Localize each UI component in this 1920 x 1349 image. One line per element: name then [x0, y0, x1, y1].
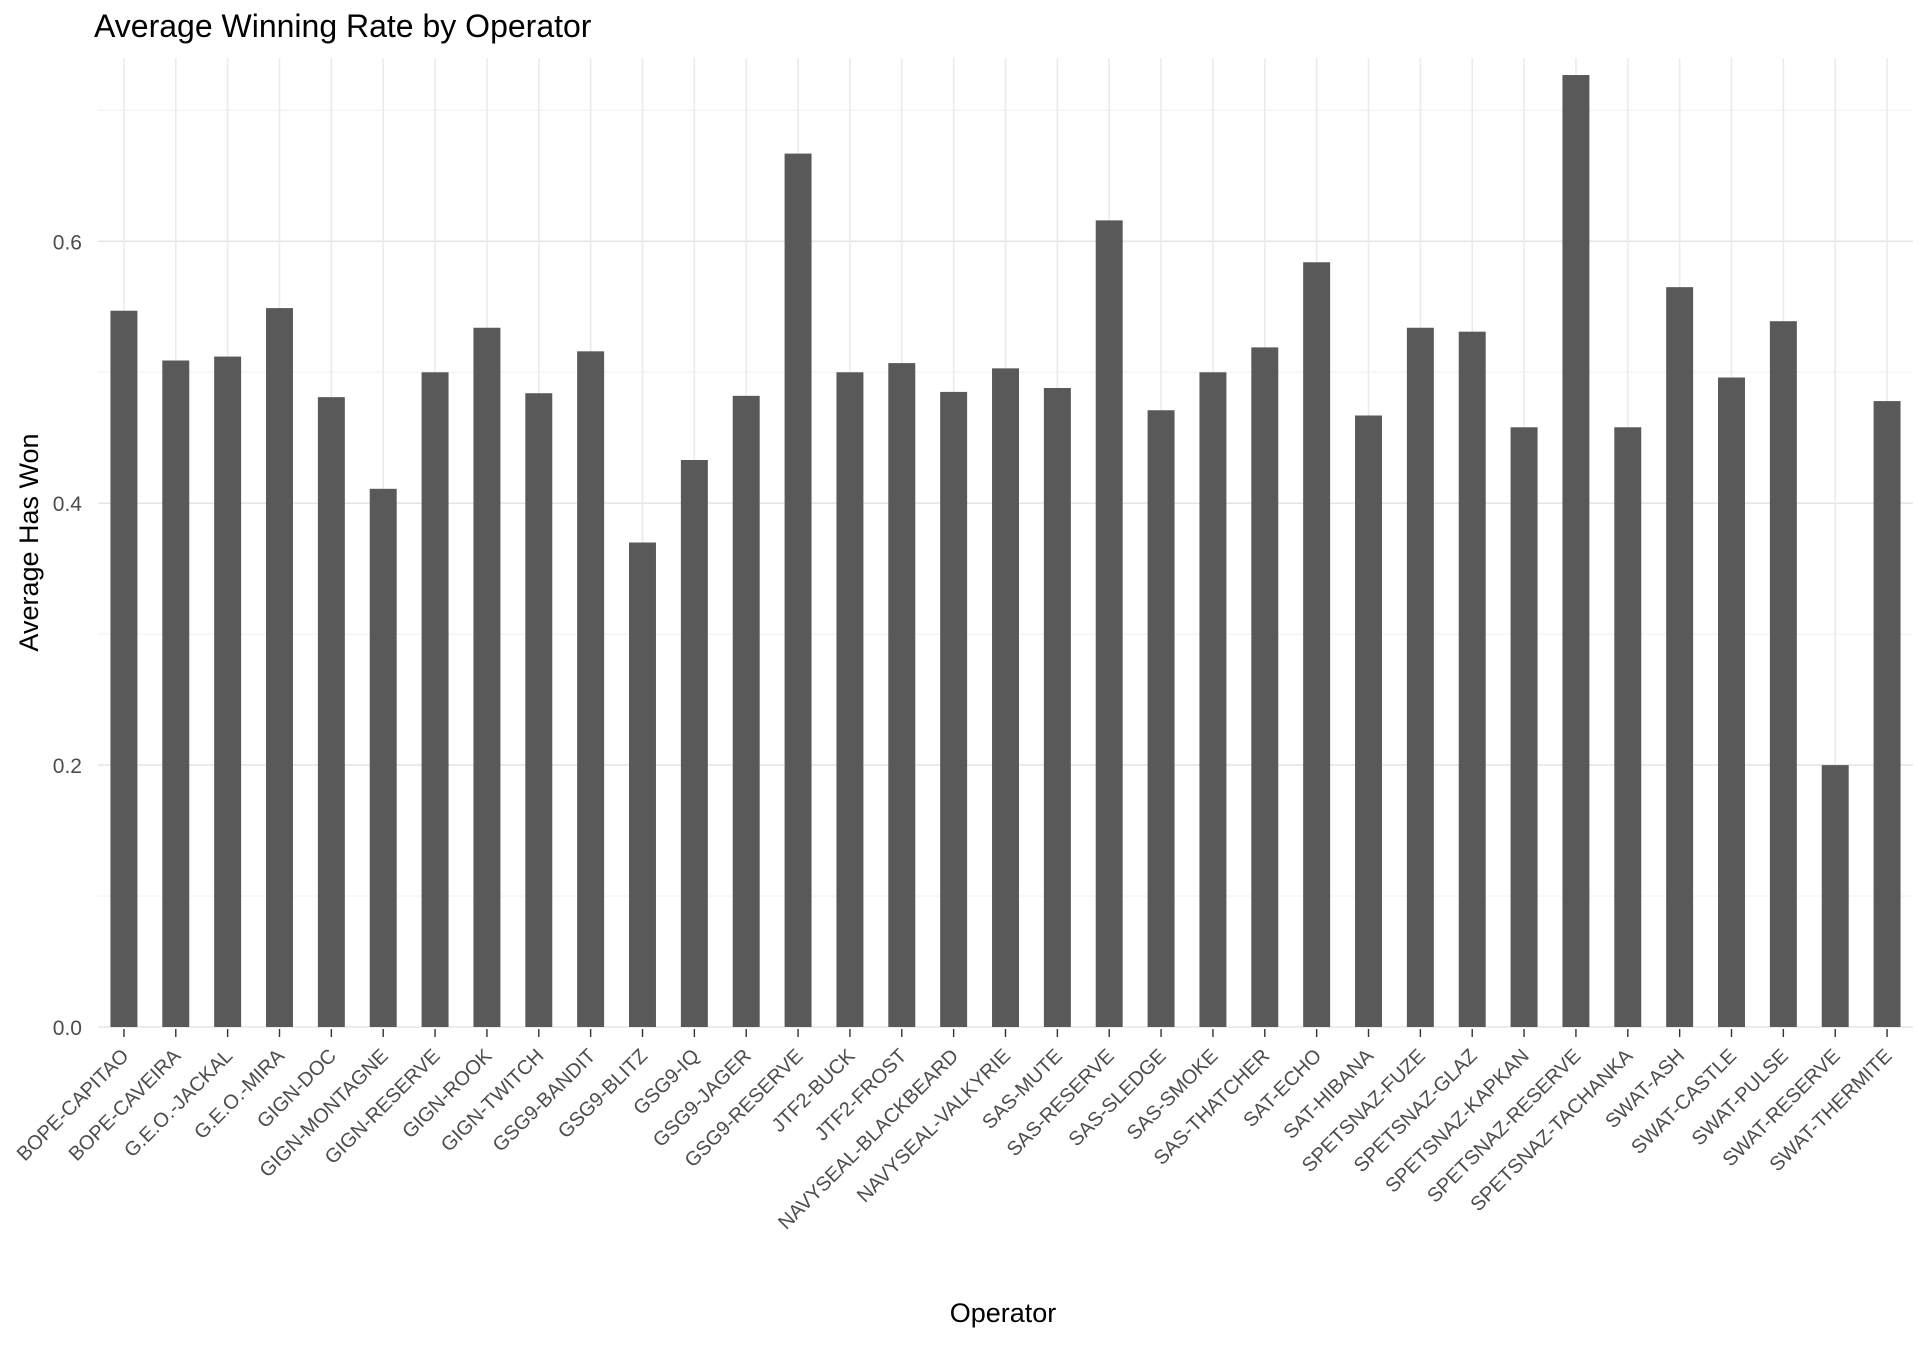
bar-sas-mute [1043, 387, 1071, 1028]
bar-bope-capitao [110, 310, 138, 1027]
bar-gign-rook [473, 327, 501, 1027]
bar-navyseal-blackbeard [940, 391, 968, 1027]
x-tick-label: G.E.O.-MIRA [190, 1045, 289, 1144]
chart-title: Average Winning Rate by Operator [94, 8, 592, 44]
bar-spetsnaz-fuze [1406, 327, 1434, 1027]
x-tick-label: SAS-SMOKE [1123, 1045, 1223, 1145]
bar-gsg9-jager [732, 395, 760, 1027]
bar-sas-thatcher [1251, 347, 1279, 1028]
bar-swat-pulse [1769, 321, 1797, 1027]
bar-swat-reserve [1821, 765, 1849, 1027]
bar-gsg9-iq [680, 460, 708, 1028]
bar-spetsnaz-tachanka [1614, 427, 1642, 1027]
bar-gsg9-bandit [577, 351, 605, 1027]
x-tick-label: GIGN-ROOK [398, 1045, 497, 1144]
x-axis-title: Operator [949, 1298, 1057, 1328]
bar-swat-thermite [1873, 401, 1901, 1027]
bar-gign-reserve [421, 372, 449, 1027]
y-tick-label: 0.2 [53, 755, 82, 778]
bar-sas-smoke [1199, 372, 1227, 1027]
bar-jtf2-frost [888, 363, 916, 1027]
bar-gign-doc [317, 397, 345, 1027]
bar-spetsnaz-kapkan [1510, 427, 1538, 1027]
bar-bope-caveira [162, 360, 190, 1028]
y-tick-label: 0.4 [53, 493, 83, 516]
x-tick-label: SAT-HIBANA [1279, 1045, 1378, 1144]
bar-sas-sledge [1147, 410, 1175, 1027]
bar-swat-ash [1666, 287, 1694, 1027]
bar-gign-twitch [525, 393, 553, 1027]
bar-spetsnaz-glaz [1458, 331, 1486, 1028]
bar-g.e.o.-mira [266, 308, 293, 1027]
y-axis-title: Average Has Won [14, 433, 44, 651]
bar-spetsnaz-reserve [1562, 75, 1590, 1028]
bar-g.e.o.-jackal [214, 356, 242, 1027]
bar-gsg9-reserve [784, 153, 812, 1027]
bar-sat-echo [1303, 262, 1331, 1028]
y-tick-label: 0.6 [53, 231, 82, 254]
bar-gsg9-blitz [629, 542, 656, 1027]
bar-sat-hibana [1355, 415, 1382, 1027]
bar-sas-reserve [1095, 220, 1123, 1027]
bar-swat-castle [1718, 377, 1745, 1027]
y-tick-label: 0.0 [53, 1017, 82, 1040]
bar-gign-montagne [369, 488, 397, 1028]
bar-navyseal-valkyrie [992, 368, 1019, 1027]
bar-jtf2-buck [836, 372, 864, 1027]
